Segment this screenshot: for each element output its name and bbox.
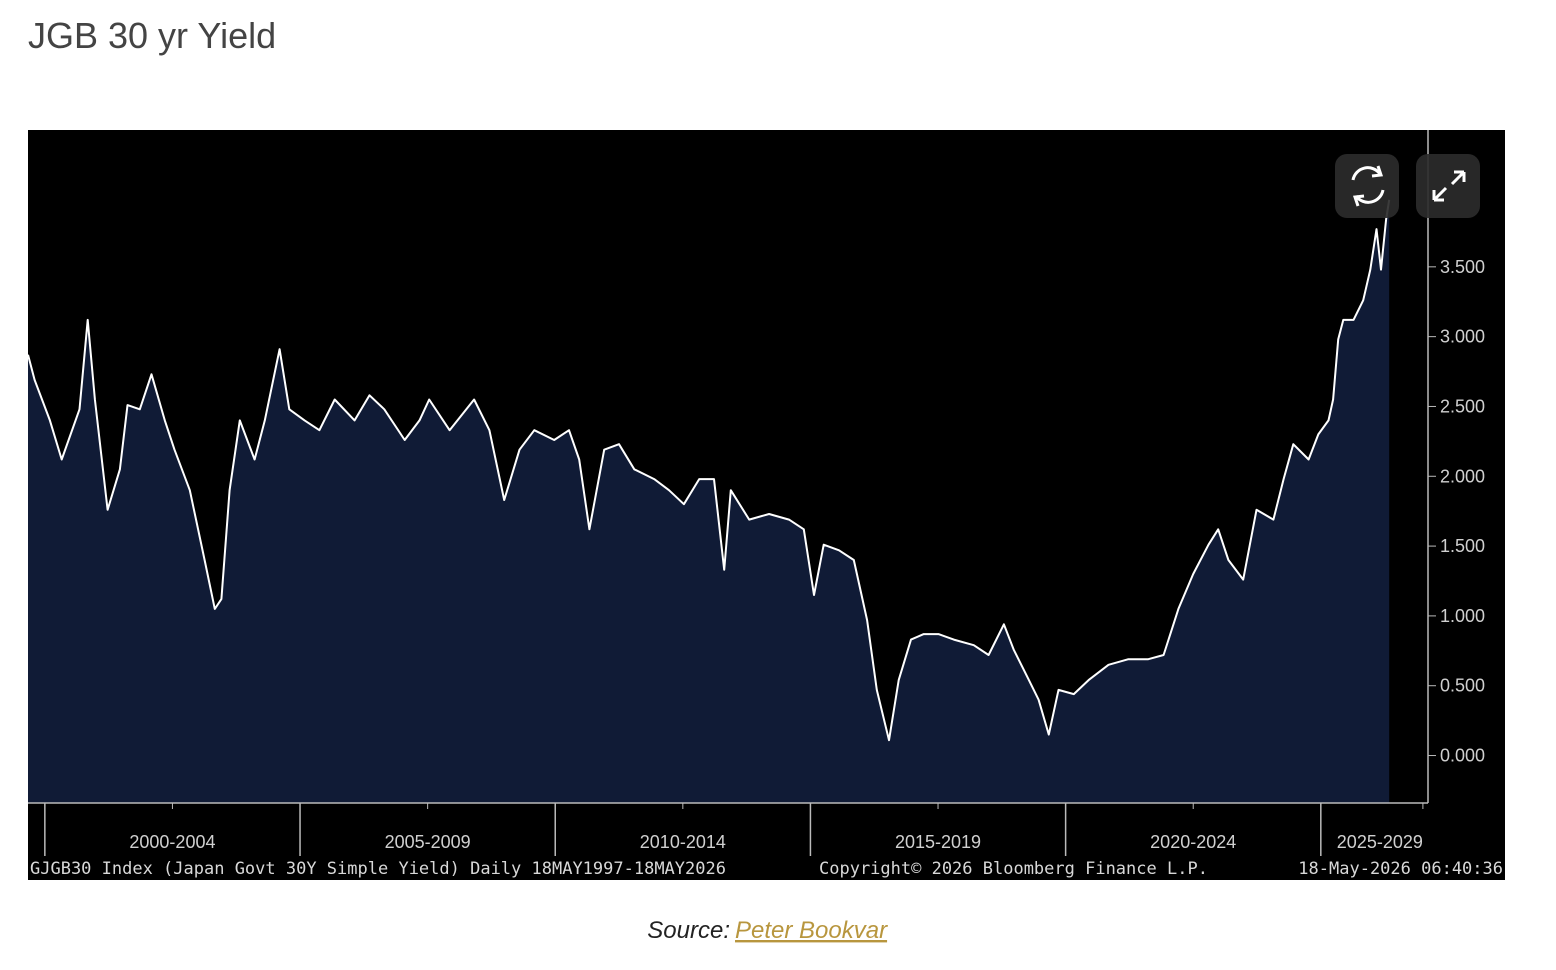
x-tick-label: 2010-2014 xyxy=(640,832,726,852)
y-tick-label: 3.000 xyxy=(1440,327,1485,347)
y-tick-label: 2.000 xyxy=(1440,466,1485,486)
x-tick-label: 2015-2019 xyxy=(895,832,981,852)
y-tick-label: 0.500 xyxy=(1440,676,1485,696)
y-tick-label: 3.500 xyxy=(1440,257,1485,277)
y-tick-label: 2.500 xyxy=(1440,396,1485,416)
footer-right: 18-May-2026 06:40:36 xyxy=(1298,859,1503,879)
x-tick-label: 2020-2024 xyxy=(1150,832,1236,852)
expand-button[interactable] xyxy=(1416,154,1480,218)
series-line xyxy=(27,199,1391,742)
refresh-button[interactable] xyxy=(1335,154,1399,218)
source-label: Source: xyxy=(647,917,730,944)
x-tick-label: 2005-2009 xyxy=(385,832,471,852)
y-tick-label: 0.000 xyxy=(1440,746,1485,766)
source-link[interactable]: Peter Bookvar xyxy=(735,917,888,944)
x-tick-label: 2000-2004 xyxy=(129,832,215,852)
x-tick-label: 2025-2029 xyxy=(1337,832,1423,852)
plot xyxy=(27,199,1391,804)
y-tick-label: 1.500 xyxy=(1440,536,1485,556)
page-title: JGB 30 yr Yield xyxy=(28,15,276,56)
footer-left: GJGB30 Index (Japan Govt 30Y Simple Yiel… xyxy=(30,859,726,879)
footer-center: Copyright© 2026 Bloomberg Finance L.P. xyxy=(819,859,1208,879)
area-fill xyxy=(28,199,1390,804)
y-tick-label: 1.000 xyxy=(1440,606,1485,626)
